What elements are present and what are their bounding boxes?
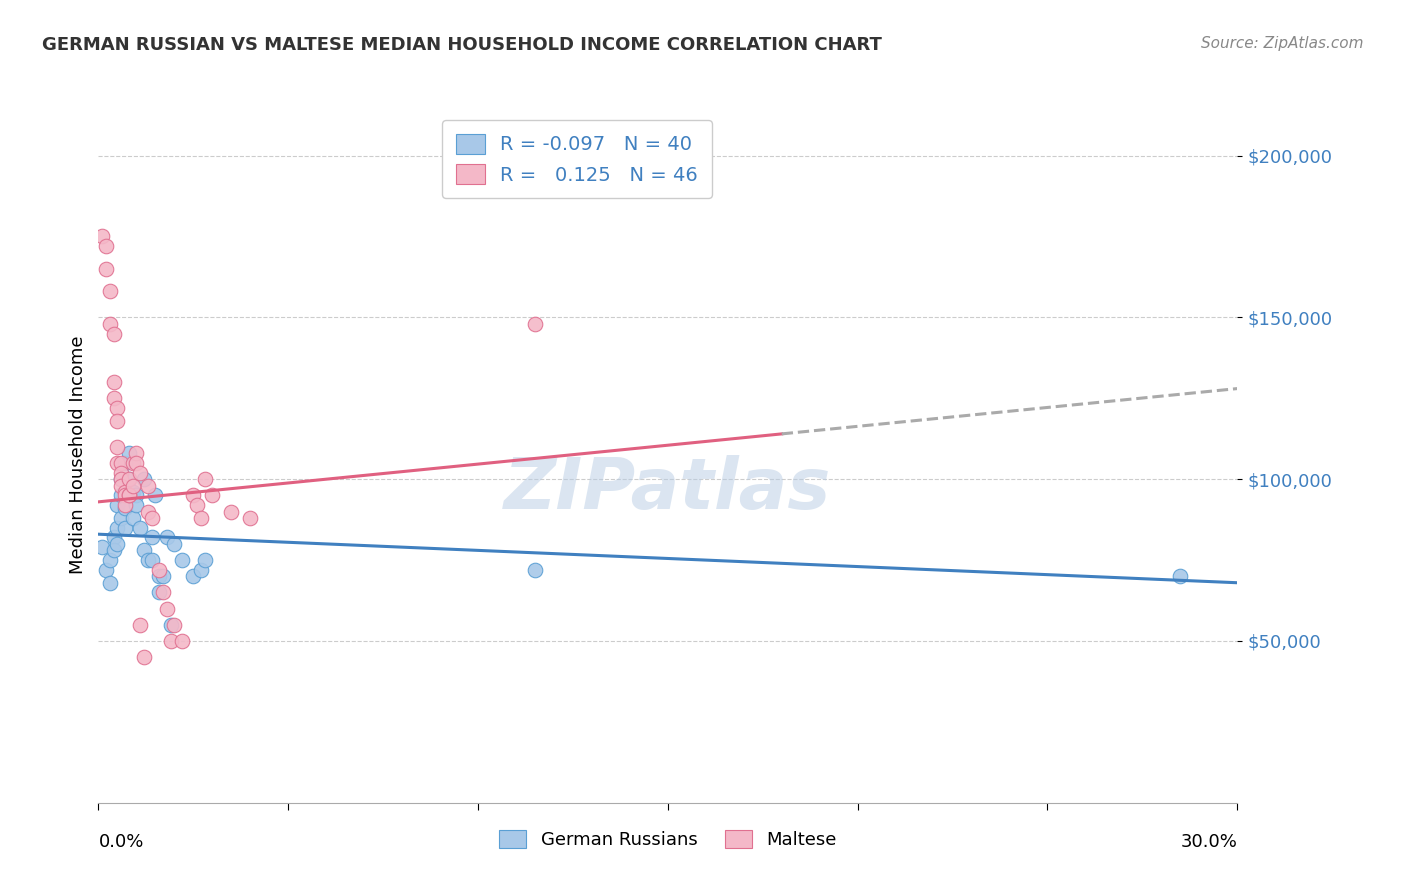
Point (148, 569, 170, 583)
Point (183, 569, 205, 583)
Point (148, 563, 170, 577)
Point (125, 456, 148, 470)
Point (118, 472, 141, 486)
Point (94, 563, 117, 577)
Point (524, 317, 547, 331)
Point (129, 466, 152, 480)
Point (114, 456, 136, 470)
Point (91, 540, 114, 554)
Point (125, 488, 148, 502)
Y-axis label: Median Household Income: Median Household Income (69, 335, 87, 574)
Point (110, 472, 132, 486)
Point (118, 472, 141, 486)
Text: 0.0%: 0.0% (98, 833, 143, 851)
Point (114, 485, 136, 500)
Point (114, 488, 136, 502)
Point (121, 485, 143, 500)
Point (107, 414, 129, 428)
Point (136, 553, 159, 567)
Point (163, 617, 186, 632)
Point (107, 537, 129, 551)
Point (152, 569, 174, 583)
Point (152, 585, 174, 599)
Point (194, 472, 217, 486)
Point (107, 440, 129, 454)
Point (239, 511, 262, 525)
Point (103, 326, 125, 341)
Point (110, 456, 132, 470)
Point (170, 634, 193, 648)
Text: ZIPatlas: ZIPatlas (505, 455, 831, 524)
Point (94, 239, 117, 253)
Point (121, 511, 143, 525)
Point (132, 472, 155, 486)
Point (141, 531, 163, 545)
Point (186, 498, 208, 512)
Point (159, 634, 181, 648)
Point (103, 531, 125, 545)
Point (110, 472, 132, 486)
Point (107, 401, 129, 415)
Point (110, 478, 132, 492)
Point (121, 478, 143, 492)
Point (194, 553, 217, 567)
Point (170, 553, 193, 567)
Point (103, 375, 125, 389)
Point (129, 617, 152, 632)
Point (118, 446, 141, 460)
Text: 30.0%: 30.0% (1181, 833, 1237, 851)
Point (163, 537, 186, 551)
Point (114, 521, 136, 535)
Point (183, 488, 205, 502)
Point (98, 553, 121, 567)
Text: Source: ZipAtlas.com: Source: ZipAtlas.com (1201, 36, 1364, 51)
Point (91, 229, 114, 244)
Point (1170, 569, 1192, 583)
Point (110, 488, 132, 502)
Point (141, 511, 163, 525)
Point (156, 531, 179, 545)
Point (141, 553, 163, 567)
Point (107, 456, 129, 470)
Point (118, 488, 141, 502)
Point (159, 617, 181, 632)
Point (107, 521, 129, 535)
Point (98, 285, 121, 299)
Text: GERMAN RUSSIAN VS MALTESE MEDIAN HOUSEHOLD INCOME CORRELATION CHART: GERMAN RUSSIAN VS MALTESE MEDIAN HOUSEHO… (42, 36, 882, 54)
Legend: German Russians, Maltese: German Russians, Maltese (492, 822, 844, 856)
Point (190, 511, 212, 525)
Point (114, 501, 136, 516)
Point (125, 446, 148, 460)
Point (132, 543, 155, 558)
Point (221, 504, 243, 518)
Point (94, 261, 117, 276)
Point (107, 498, 129, 512)
Point (110, 466, 132, 480)
Point (103, 392, 125, 406)
Point (148, 585, 170, 599)
Point (136, 478, 159, 492)
Point (201, 488, 224, 502)
Point (129, 521, 152, 535)
Point (156, 601, 179, 615)
Point (125, 498, 148, 512)
Point (110, 511, 132, 525)
Point (98, 317, 121, 331)
Point (114, 498, 136, 512)
Point (98, 575, 121, 590)
Point (524, 563, 547, 577)
Point (121, 456, 143, 470)
Point (136, 504, 159, 518)
Point (103, 543, 125, 558)
Point (190, 563, 212, 577)
Point (118, 488, 141, 502)
Point (145, 488, 167, 502)
Point (132, 650, 155, 665)
